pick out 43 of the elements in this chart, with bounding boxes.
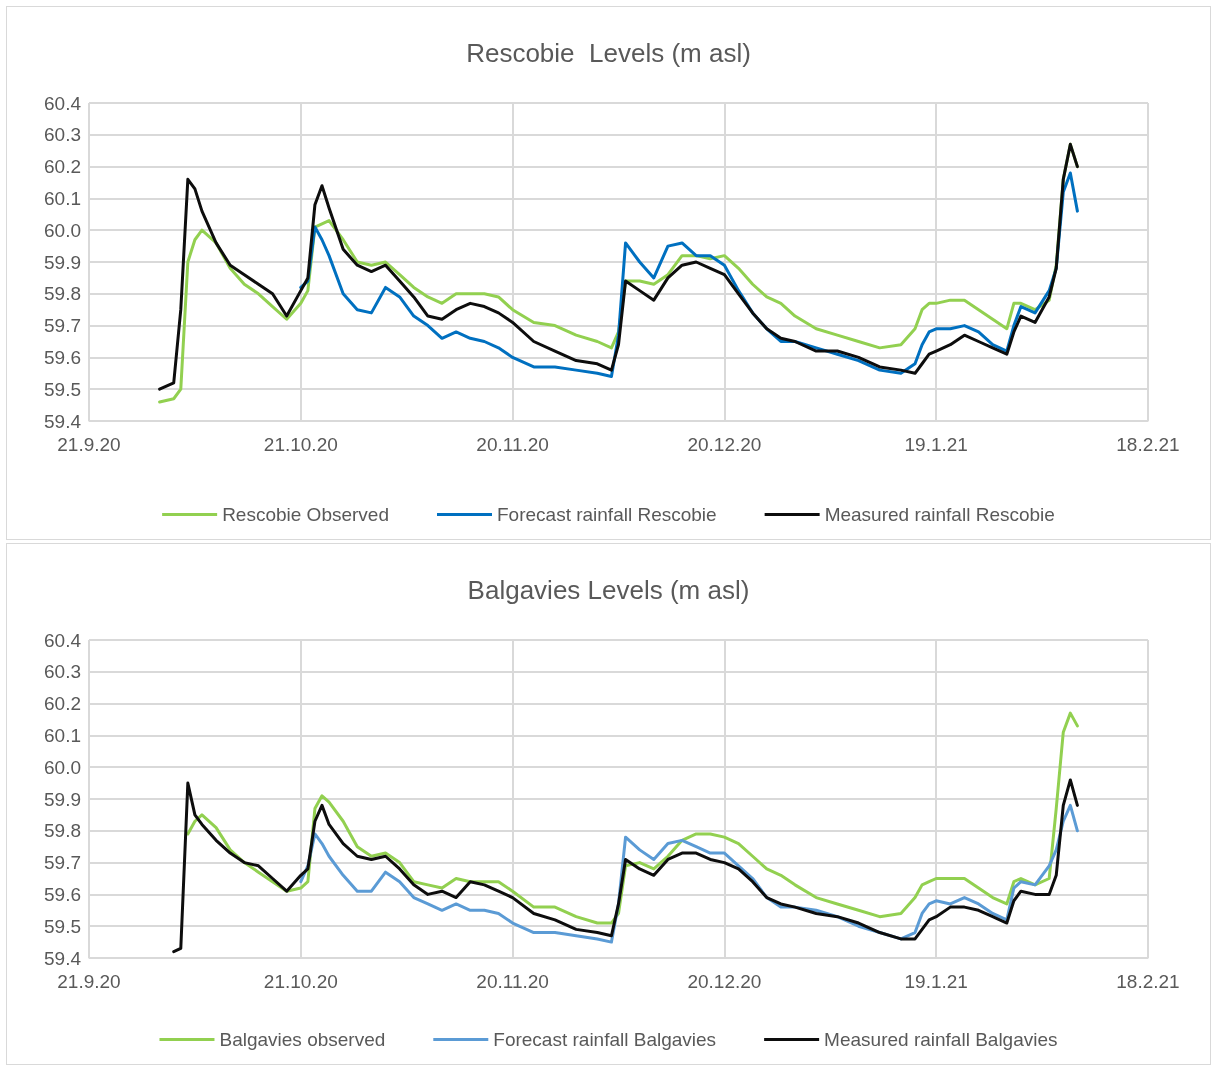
- y-tick-label: 59.7: [44, 852, 81, 874]
- y-tick-label: 60.1: [44, 724, 81, 746]
- x-tick-label: 21.10.20: [263, 971, 338, 992]
- y-tick-label: 60.3: [44, 124, 81, 146]
- y-tick-label: 60.0: [44, 756, 81, 778]
- y-tick-label: 59.4: [44, 947, 82, 969]
- x-tick-label: 20.11.20: [476, 434, 549, 455]
- legend-label: Measured rainfall Rescobie: [824, 504, 1055, 525]
- y-tick-label: 60.0: [44, 219, 81, 241]
- y-tick-label: 60.2: [44, 156, 81, 178]
- y-tick-label: 59.9: [44, 251, 81, 273]
- legend-label: Forecast rainfall Balgavies: [493, 1029, 717, 1050]
- x-tick-label: 20.12.20: [687, 434, 762, 455]
- y-tick-label: 59.5: [44, 378, 81, 400]
- x-tick-label: 21.9.20: [57, 971, 121, 992]
- x-tick-label: 18.2.21: [1116, 971, 1180, 992]
- y-tick-label: 60.1: [44, 187, 81, 209]
- x-tick-label: 19.1.21: [904, 434, 968, 455]
- y-tick-label: 60.3: [44, 661, 81, 683]
- chart-title: Balgavies Levels (m asl): [467, 575, 750, 605]
- legend-label: Measured rainfall Balgavies: [824, 1029, 1058, 1050]
- y-tick-label: 59.8: [44, 283, 81, 305]
- x-tick-label: 21.9.20: [57, 434, 121, 455]
- y-tick-label: 59.4: [44, 410, 82, 432]
- line-series: [172, 778, 1079, 954]
- y-tick-label: 59.7: [44, 315, 81, 337]
- x-tick-label: 19.1.21: [904, 971, 968, 992]
- x-tick-label: 18.2.21: [1116, 434, 1180, 455]
- y-tick-label: 60.2: [44, 693, 81, 715]
- legend-label: Balgavies observed: [219, 1029, 386, 1050]
- legend-label: Forecast rainfall Rescobie: [496, 504, 717, 525]
- x-tick-label: 20.12.20: [687, 971, 762, 992]
- legend-label: Rescobie Observed: [222, 504, 390, 525]
- y-tick-label: 59.5: [44, 915, 81, 937]
- y-tick-label: 59.9: [44, 788, 81, 810]
- x-tick-label: 21.10.20: [263, 434, 338, 455]
- y-tick-label: 59.6: [44, 346, 81, 368]
- y-tick-label: 60.4: [44, 629, 82, 651]
- chart-title: Rescobie Levels (m asl): [466, 38, 751, 68]
- x-tick-label: 20.11.20: [476, 971, 549, 992]
- y-tick-label: 59.8: [44, 820, 81, 842]
- y-tick-label: 59.6: [44, 883, 81, 905]
- y-tick-label: 60.4: [44, 92, 82, 114]
